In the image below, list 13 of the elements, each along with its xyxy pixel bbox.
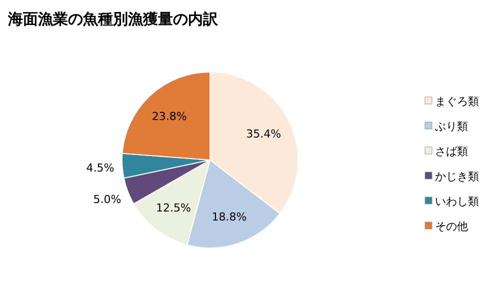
- data-label: 18.8%: [212, 210, 247, 224]
- chart-title: 海面漁業の魚種別漁獲量の内訳: [7, 10, 219, 28]
- data-label: 5.0%: [93, 193, 122, 206]
- legend-label: かじき類: [435, 170, 479, 183]
- legend-label: ぶり類: [435, 120, 468, 133]
- data-label: 23.8%: [152, 110, 187, 124]
- legend-label: いわし類: [435, 195, 479, 208]
- data-label: 4.5%: [86, 161, 114, 174]
- data-label: 12.5%: [156, 201, 191, 214]
- legend-label: まぐろ類: [435, 95, 479, 108]
- legend-label: その他: [435, 220, 468, 233]
- data-label: 35.4%: [246, 128, 282, 141]
- legend-label: さば類: [435, 145, 468, 158]
